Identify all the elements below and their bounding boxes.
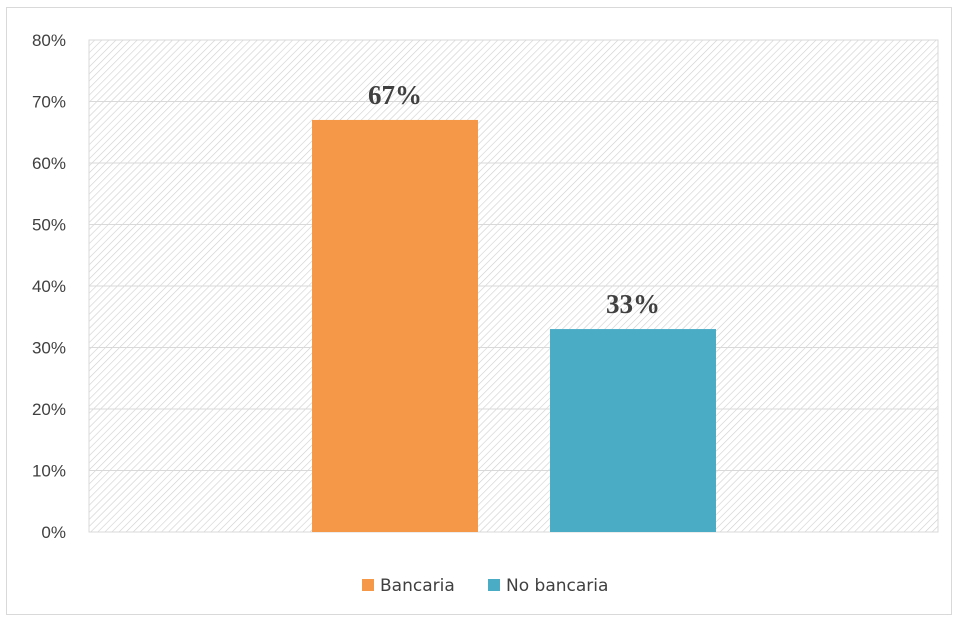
- data-label: 67%: [368, 80, 422, 110]
- bar-bancaria: [312, 119, 478, 532]
- gridlines: [88, 39, 939, 533]
- y-tick-label: 60%: [32, 154, 66, 173]
- y-tick-label: 40%: [32, 277, 66, 296]
- plot-border: [88, 39, 939, 533]
- bar-no-bancaria: [550, 329, 716, 532]
- legend: Bancaria No bancaria: [362, 576, 608, 596]
- legend-swatch: [362, 579, 374, 591]
- y-tick-label: 0%: [41, 523, 66, 542]
- y-tick-label: 80%: [32, 31, 66, 50]
- y-tick-label: 30%: [32, 339, 66, 358]
- y-axis: 0% 10% 20% 30% 40% 50% 60% 70% 80%: [32, 31, 66, 542]
- bars: [312, 119, 716, 532]
- legend-label: Bancaria: [380, 576, 455, 596]
- data-labels: 67% 33%: [368, 80, 660, 319]
- y-tick-label: 10%: [32, 462, 66, 481]
- y-tick-label: 70%: [32, 93, 66, 112]
- y-tick-label: 50%: [32, 216, 66, 235]
- data-label: 33%: [606, 289, 660, 319]
- legend-swatch: [488, 579, 500, 591]
- legend-label: No bancaria: [506, 576, 608, 596]
- y-tick-label: 20%: [32, 400, 66, 419]
